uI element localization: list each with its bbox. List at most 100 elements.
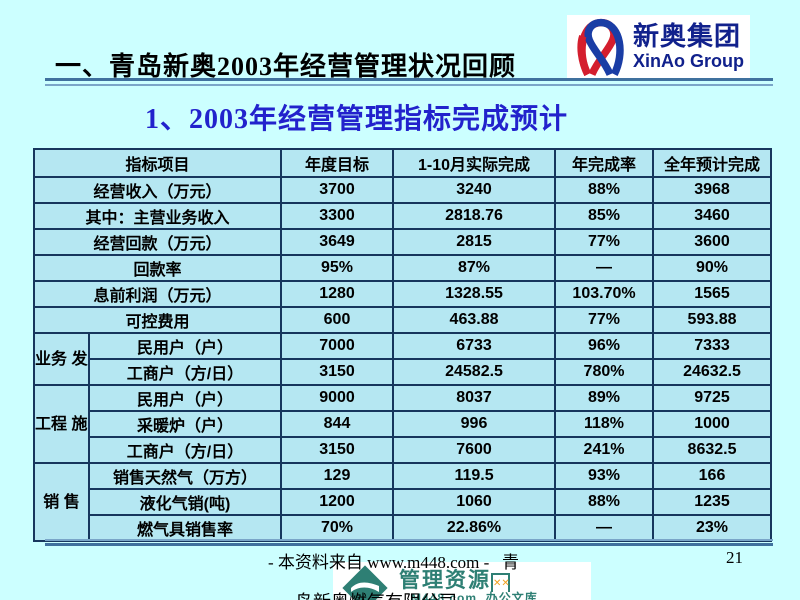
value-cell: 9000: [280, 384, 395, 412]
value-cell: 593.88: [652, 306, 773, 334]
metrics-table: 指标项目 年度目标 1-10月实际完成 年完成率 全年预计完成 经营收入（万元）…: [32, 148, 773, 542]
indicator-label-cell: 销售天然气（万方）: [87, 462, 283, 490]
table-row: 经营收入（万元） 3700 3240 88% 3968: [32, 176, 773, 204]
value-cell: 8632.5: [652, 436, 773, 464]
value-cell: 77%: [554, 306, 655, 334]
value-cell: 6733: [392, 332, 557, 360]
value-cell: 2815: [392, 228, 557, 256]
watermark-brand: 管理资源 ✕✕: [399, 564, 510, 594]
col-header-actual: 1-10月实际完成: [392, 148, 557, 178]
value-cell: 89%: [554, 384, 655, 412]
m448-watermark: 管理资源 ✕✕ M448.com 办公文库: [333, 562, 591, 600]
value-cell: 1565: [652, 280, 773, 308]
watermark-net-icon: ✕✕: [491, 573, 510, 592]
value-cell: 70%: [280, 514, 395, 542]
value-cell: 463.88: [392, 306, 557, 334]
value-cell: 90%: [652, 254, 773, 282]
value-cell: 24582.5: [392, 358, 557, 386]
table-row: 回款率 95% 87% —90%: [32, 254, 773, 282]
value-cell: 844: [280, 410, 395, 438]
value-cell: 1200: [280, 488, 395, 516]
value-cell: 96%: [554, 332, 655, 360]
footer-source-text-line2: 岛新奥燃气有限公司: [295, 588, 457, 600]
indicator-label-cell: 经营收入（万元）: [32, 176, 283, 204]
value-cell: 3150: [280, 436, 395, 464]
value-cell: 3700: [280, 176, 395, 204]
value-cell: 103.70%: [554, 280, 655, 308]
table-row: 销 售销售天然气（万方） 129 119.5 93% 166: [33, 462, 773, 542]
header-rule-thick: [45, 78, 773, 81]
value-cell: 1328.55: [392, 280, 557, 308]
page-number: 21: [726, 548, 743, 567]
watermark-brand-text: 管理资源: [399, 569, 491, 592]
indicator-label-cell: 液化气销(吨): [87, 488, 283, 516]
value-cell: 8037: [392, 384, 557, 412]
logo-name-cn: 新奥集团: [633, 21, 742, 51]
logo-name-en: XinAo Group: [633, 51, 744, 71]
value-cell: 85%: [554, 202, 655, 230]
slide-title: 一、青岛新奥2003年经营管理状况回顾: [55, 52, 517, 81]
table-row: 采暖炉（户） 844 996 118% 1000: [34, 410, 773, 438]
value-cell: 600: [280, 306, 395, 334]
indicator-label-cell: 经营回款（万元）: [32, 228, 283, 256]
value-cell: 119.5: [392, 462, 557, 490]
col-header-forecast: 全年预计完成: [652, 148, 773, 178]
table-row: 工商户（方/日） 3150 7600 241% 8632.5: [34, 436, 773, 464]
table-row: 经营回款（万元） 3649 2815 77% 3600: [32, 228, 773, 256]
group-label-cell: 业务 发展: [33, 332, 90, 386]
value-cell: 166: [652, 462, 773, 490]
table-row: 可控费用 600 463.88 77% 593.88: [32, 306, 773, 334]
col-header-completion-rate: 年完成率: [554, 148, 655, 178]
value-cell: 23%: [652, 514, 773, 542]
watermark-subline: M448.com 办公文库: [411, 591, 538, 600]
value-cell: 3649: [280, 228, 395, 256]
value-cell: 2818.76: [392, 202, 557, 230]
table-row: 其中：主营业务收入 3300 2818.76 85% 3460: [32, 202, 773, 230]
indicator-label-cell: 其中：主营业务收入: [32, 202, 283, 230]
value-cell: 3240: [392, 176, 557, 204]
value-cell: 7333: [652, 332, 773, 360]
footer-rule-thin: [45, 539, 773, 541]
xinao-logo: 新奥集团 XinAo Group: [567, 15, 750, 78]
footer-source-text: - 本资料来自 www.m448.com - 青: [268, 553, 520, 572]
value-cell: 87%: [392, 254, 557, 282]
watermark-diamond-icon: [342, 565, 388, 600]
table-row: 息前利润（万元） 1280 1328.55 103.70% 1565: [32, 280, 773, 308]
indicator-label-cell: 息前利润（万元）: [32, 280, 283, 308]
table-row: 燃气具销售率 70% 22.86% —23%: [34, 514, 773, 542]
indicator-label-cell: 民用户（户）: [87, 332, 283, 360]
value-cell: 1280: [280, 280, 395, 308]
value-cell: 88%: [554, 488, 655, 516]
value-cell: 3600: [652, 228, 773, 256]
col-header-annual-target: 年度目标: [280, 148, 395, 178]
group-label-cell: 工程 施工: [33, 384, 90, 464]
header-rule-thin: [45, 84, 773, 86]
value-cell: —: [554, 254, 655, 282]
group-label-cell: 销 售: [33, 462, 90, 542]
col-header-indicator: 指标项目: [32, 148, 283, 178]
value-cell: 1235: [652, 488, 773, 516]
value-cell: 241%: [554, 436, 655, 464]
value-cell: 3150: [280, 358, 395, 386]
value-cell: 3460: [652, 202, 773, 230]
value-cell: 88%: [554, 176, 655, 204]
indicator-label-cell: 工商户（方/日）: [87, 358, 283, 386]
value-cell: 9725: [652, 384, 773, 412]
footer-rule-thick: [45, 543, 773, 546]
value-cell: 7600: [392, 436, 557, 464]
value-cell: 1000: [652, 410, 773, 438]
indicator-label-cell: 工商户（方/日）: [87, 436, 283, 464]
value-cell: 3300: [280, 202, 395, 230]
ribbon-logo-icon: [577, 18, 624, 76]
indicator-label-cell: 可控费用: [32, 306, 283, 334]
table-row: 工商户（方/日） 3150 24582.5 780% 24632.5: [34, 358, 773, 386]
table-row: 液化气销(吨) 1200 1060 88% 1235: [34, 488, 773, 516]
indicator-label-cell: 燃气具销售率: [87, 514, 283, 542]
value-cell: 95%: [280, 254, 395, 282]
value-cell: 77%: [554, 228, 655, 256]
value-cell: 22.86%: [392, 514, 557, 542]
indicator-label-cell: 回款率: [32, 254, 283, 282]
value-cell: 7000: [280, 332, 395, 360]
